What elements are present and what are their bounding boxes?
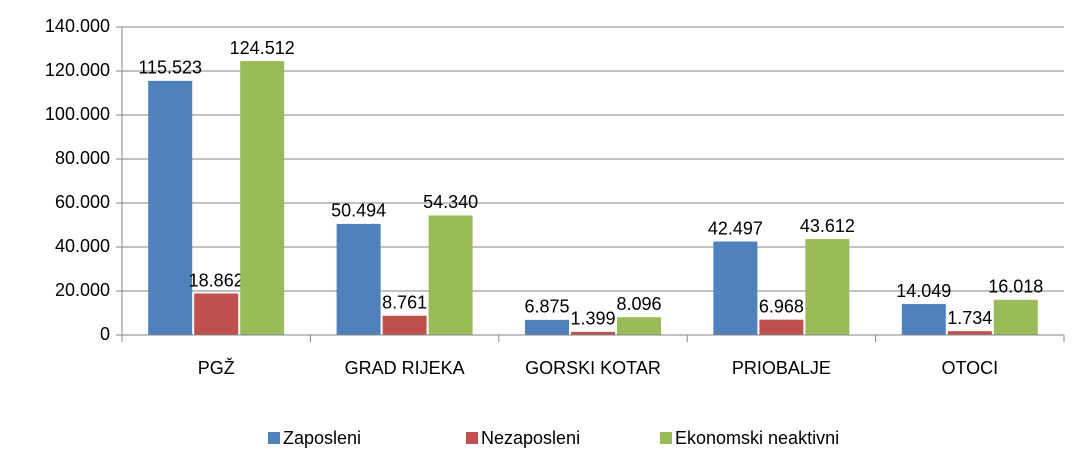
legend-label: Nezaposleni	[481, 428, 580, 448]
bar	[901, 304, 946, 335]
bar	[382, 315, 427, 335]
data-label: 16.018	[988, 277, 1043, 297]
data-label: 43.612	[800, 216, 855, 236]
data-label: 1.734	[947, 308, 992, 328]
data-label: 8.761	[382, 292, 427, 312]
bar	[336, 223, 381, 335]
legend-label: Ekonomski neaktivni	[675, 428, 839, 448]
data-label: 6.875	[524, 297, 569, 317]
data-label: 54.340	[423, 192, 478, 212]
y-tick-label: 40.000	[55, 236, 110, 256]
bar	[947, 331, 992, 335]
bar	[148, 80, 193, 336]
bar	[571, 331, 615, 335]
data-label: 42.497	[708, 218, 763, 238]
y-tick-label: 140.000	[45, 16, 110, 36]
x-tick-label: PGŽ	[198, 358, 235, 378]
y-tick-label: 100.000	[45, 104, 110, 124]
data-label: 50.494	[331, 201, 386, 221]
data-label: 124.512	[230, 38, 295, 58]
bar	[617, 317, 661, 335]
data-label: 14.049	[896, 281, 951, 301]
x-tick-label: OTOCI	[941, 358, 998, 378]
y-tick-label: 60.000	[55, 192, 110, 212]
bar	[428, 215, 473, 335]
x-tick-label: GRAD RIJEKA	[345, 358, 465, 378]
legend-swatch	[268, 432, 280, 444]
y-tick-label: 20.000	[55, 280, 110, 300]
bar	[525, 319, 569, 335]
legend-swatch	[660, 432, 672, 444]
data-label: 115.523	[138, 58, 202, 78]
data-label: 6.968	[759, 296, 804, 316]
data-label: 18.862	[189, 270, 244, 290]
x-tick-label: GORSKI KOTAR	[525, 358, 661, 378]
bar	[759, 319, 804, 335]
data-label: 1.399	[570, 309, 615, 329]
bar	[240, 61, 285, 335]
bar	[993, 299, 1038, 335]
y-tick-label: 120.000	[45, 60, 110, 80]
y-tick-label: 80.000	[55, 148, 110, 168]
bar	[194, 293, 239, 335]
x-tick-label: PRIOBALJE	[732, 358, 831, 378]
legend-label: Zaposleni	[283, 428, 361, 448]
legend-swatch	[466, 432, 478, 444]
bar	[805, 239, 850, 335]
data-label: 8.096	[616, 294, 661, 314]
y-tick-label: 0	[100, 324, 110, 344]
bar	[713, 241, 758, 335]
